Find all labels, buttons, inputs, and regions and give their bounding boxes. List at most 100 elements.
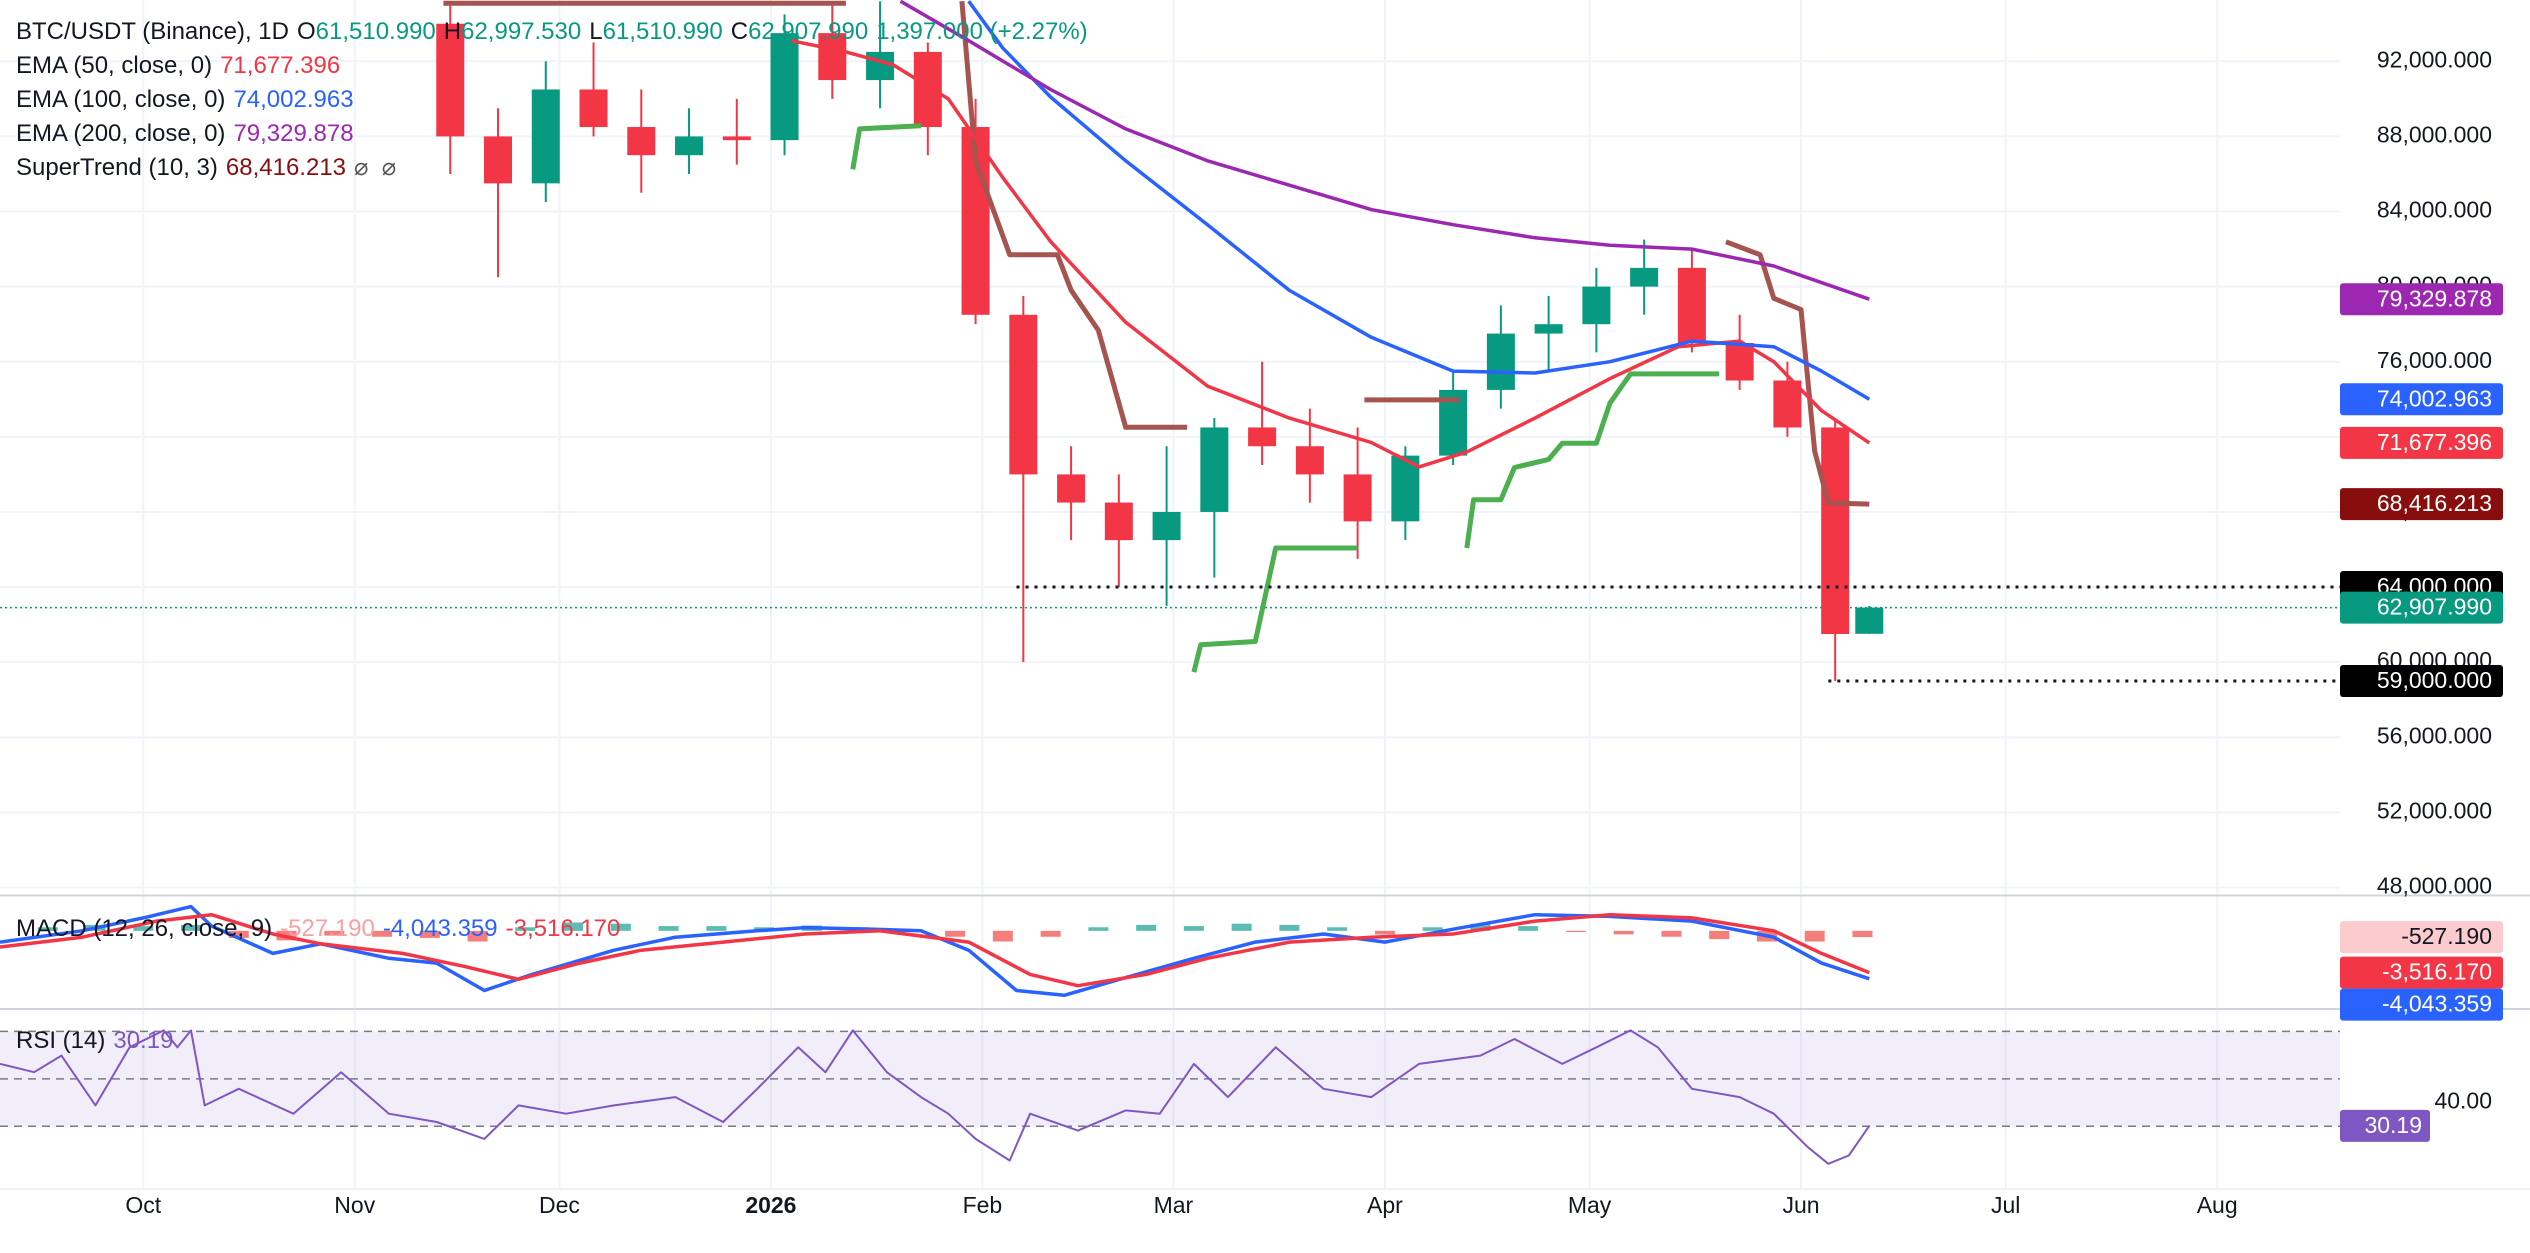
candle-body bbox=[1773, 380, 1802, 428]
ohlc-value: 61,510.990 bbox=[602, 18, 723, 45]
x-tick-label: 2026 bbox=[745, 1192, 796, 1218]
histogram-bar bbox=[1422, 927, 1443, 931]
candle-body bbox=[1104, 502, 1133, 541]
histogram-bar bbox=[706, 926, 727, 931]
indicator-value: -4,043.359 bbox=[382, 915, 498, 942]
ema-line bbox=[967, 0, 1871, 401]
x-tick-label: Nov bbox=[334, 1192, 375, 1218]
supertrend-line bbox=[850, 123, 922, 170]
x-tick-label: Apr bbox=[1367, 1192, 1403, 1218]
candle-body bbox=[436, 23, 465, 137]
histogram-bar bbox=[1518, 926, 1539, 931]
ohlc-value: 62,997.530 bbox=[461, 18, 582, 45]
indicator-name: EMA (50, close, 0) bbox=[16, 52, 213, 79]
ohlc-label: L bbox=[589, 18, 603, 45]
candle-body bbox=[913, 51, 942, 128]
candle-body bbox=[627, 127, 656, 156]
macd-legend: MACD (12, 26, close, 9) -527.190 -4,043.35… bbox=[16, 912, 628, 946]
last-price-label-bg bbox=[2340, 591, 2503, 624]
supertrend-line bbox=[1191, 545, 1358, 673]
last-price-label: 62,907.990 bbox=[2377, 594, 2492, 620]
histogram-bar bbox=[1374, 930, 1395, 935]
histogram-bar bbox=[1613, 930, 1634, 935]
histogram-bar bbox=[228, 930, 249, 938]
macd-price-label-bg bbox=[2340, 921, 2503, 954]
macd-price-label: -4,043.359 bbox=[2382, 991, 2492, 1017]
indicator-value: 74,002.963 bbox=[233, 86, 354, 113]
ema-price-label-bg bbox=[2340, 383, 2503, 416]
supertrend-line bbox=[1725, 239, 1870, 507]
histogram-bar bbox=[658, 926, 679, 931]
ohlc-label: C bbox=[730, 18, 749, 45]
candle-body bbox=[1343, 474, 1372, 522]
candle-body bbox=[866, 51, 895, 81]
x-tick-label: May bbox=[1568, 1192, 1612, 1218]
candle-body bbox=[1855, 607, 1884, 634]
histogram-bar bbox=[467, 930, 488, 942]
histogram-bar bbox=[1709, 930, 1730, 940]
macd-price-label: -3,516.170 bbox=[2382, 959, 2492, 985]
x-tick-label: Jul bbox=[1991, 1192, 2020, 1218]
x-tick-label: Aug bbox=[2197, 1192, 2238, 1218]
histogram-bar bbox=[181, 924, 202, 931]
rsi-price-label-bg bbox=[2340, 1109, 2430, 1142]
y-tick-label: 88,000.000 bbox=[2377, 121, 2492, 147]
candle-body bbox=[1295, 446, 1324, 475]
candle-body bbox=[1152, 511, 1181, 541]
candle-body bbox=[818, 33, 847, 81]
supertrend-line bbox=[959, 0, 1188, 430]
candle-body bbox=[1057, 474, 1086, 503]
macd-price-label-bg bbox=[2340, 988, 2503, 1021]
histogram-bar bbox=[1852, 930, 1873, 938]
histogram-bar bbox=[1183, 926, 1204, 931]
signal-line bbox=[0, 912, 1870, 988]
indicator-value: 71,677.396 bbox=[220, 52, 341, 79]
candle-body bbox=[484, 136, 513, 184]
level-price-label: 59,000.000 bbox=[2377, 667, 2492, 693]
indicator-name: SuperTrend (10, 3) bbox=[16, 154, 218, 181]
price-change: 1,397.000 (+2.27%) bbox=[876, 18, 1088, 45]
macd-price-label-bg bbox=[2340, 956, 2503, 989]
rsi-pane bbox=[0, 1029, 2340, 1165]
macd-line bbox=[0, 904, 1870, 998]
x-tick-label: Feb bbox=[963, 1192, 1003, 1218]
histogram-bar bbox=[37, 927, 58, 931]
x-tick-label: Jun bbox=[1783, 1192, 1820, 1218]
y-tick-label: 48,000.000 bbox=[2377, 873, 2492, 899]
candle-body bbox=[1534, 324, 1563, 334]
candle-body bbox=[1677, 267, 1706, 343]
candle-body bbox=[770, 33, 799, 141]
candle-body bbox=[722, 136, 751, 141]
ema-price-label: 74,002.963 bbox=[2377, 385, 2492, 411]
histogram-bar bbox=[1565, 930, 1586, 933]
x-tick-label: Dec bbox=[539, 1192, 580, 1218]
indicator-name: RSI (14) bbox=[16, 1027, 106, 1054]
histogram-bar bbox=[1804, 930, 1825, 942]
indicator-value: -3,516.170 bbox=[505, 915, 621, 942]
candle-body bbox=[1582, 286, 1611, 325]
indicator-name: EMA (200, close, 0) bbox=[16, 120, 226, 147]
rsi-price-label: 30.19 bbox=[2364, 1112, 2422, 1138]
candle-body bbox=[1821, 427, 1850, 635]
histogram-bar bbox=[1136, 924, 1157, 931]
histogram-bar bbox=[1088, 927, 1109, 931]
ema-price-label-bg bbox=[2340, 426, 2503, 459]
x-tick-label: Oct bbox=[125, 1192, 161, 1218]
histogram-bar bbox=[563, 922, 584, 931]
indicator-value: -527.190 bbox=[280, 915, 375, 942]
histogram-bar bbox=[372, 930, 393, 937]
histogram-bar bbox=[1231, 923, 1252, 931]
supertrend-price-label: 68,416.213 bbox=[2377, 490, 2492, 516]
ema-line bbox=[899, 0, 1870, 301]
ohlc-label: O bbox=[296, 18, 316, 45]
y-tick-label: 92,000.000 bbox=[2377, 46, 2492, 72]
histogram-bar bbox=[419, 930, 440, 938]
candle-body bbox=[1725, 342, 1754, 381]
histogram-bar bbox=[133, 926, 154, 931]
price-legend: BTC/USDT (Binance), 1D O61,510.990 H62,997… bbox=[16, 15, 1096, 185]
indicator-value: 30.19 bbox=[113, 1027, 174, 1054]
indicator-name: EMA (100, close, 0) bbox=[16, 86, 226, 113]
level-price-label-bg bbox=[2340, 664, 2503, 697]
y-tick-label: 76,000.000 bbox=[2377, 347, 2492, 373]
